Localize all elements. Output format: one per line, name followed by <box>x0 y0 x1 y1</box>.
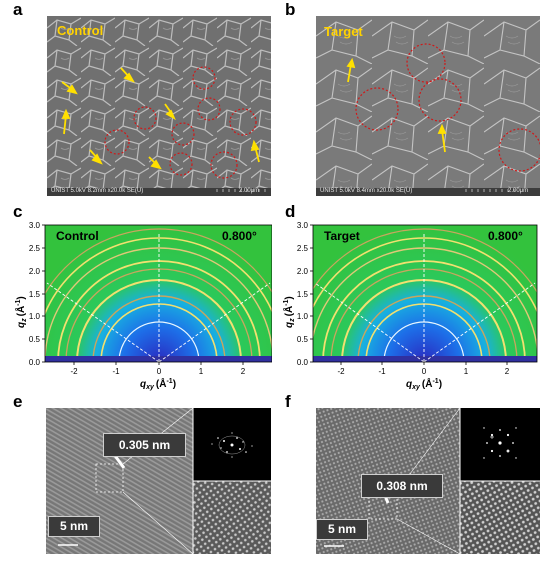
panel-label-a: a <box>13 0 23 19</box>
ytick-0: 0.0 <box>29 358 41 367</box>
giwaxs-angle-control: 0.800° <box>222 229 257 243</box>
giwaxs-title-control: Control <box>56 229 99 243</box>
panel-label-e: e <box>13 392 23 411</box>
giwaxs-target: 0.0 0.5 1.0 1.5 2.0 2.5 3.0 -2 -1 0 1 2 … <box>270 210 542 393</box>
ytick-3: 1.5 <box>297 290 309 299</box>
xtick-0: -2 <box>70 367 78 376</box>
scale-bar-label-control: 5 nm <box>48 516 100 537</box>
lattice-spacing-label-target: 0.308 nm <box>361 474 443 498</box>
ytick-4: 2.0 <box>29 267 41 276</box>
sem-footer-target: UNIST 5.0kV 8.4mm x20.0k SE(U) <box>320 188 413 194</box>
panel-label-d: d <box>285 202 296 221</box>
xtick-2: 0 <box>422 367 427 376</box>
xtick-1: -1 <box>112 367 120 376</box>
sem-title-control: Control <box>57 23 104 38</box>
panel-label-b: b <box>285 0 296 19</box>
scale-bar-label-target: 5 nm <box>316 519 368 540</box>
sem-title-target: Target <box>324 24 363 39</box>
xtick-1: -1 <box>378 367 386 376</box>
yaxis-label: qz(Å-1) <box>14 296 28 328</box>
xtick-2: 0 <box>157 367 162 376</box>
sem-footer-control: UNIST 5.0kV 8.2mm x20.0k SE(U) <box>51 188 144 194</box>
yaxis-label: qz(Å-1) <box>282 296 296 328</box>
ytick-5: 2.5 <box>29 244 41 253</box>
xtick-0: -2 <box>337 367 345 376</box>
xtick-4: 2 <box>241 367 246 376</box>
ytick-4: 2.0 <box>297 267 309 276</box>
giwaxs-plot-target: 0.0 0.5 1.0 1.5 2.0 2.5 3.0 -2 -1 0 1 2 … <box>282 221 538 391</box>
sem-image-target: Target UNIST 5.0kV 8.4mm x20.0k SE(U) 2.… <box>316 16 540 196</box>
ytick-1: 0.5 <box>29 335 41 344</box>
giwaxs-angle-target: 0.800° <box>488 229 523 243</box>
xtick-3: 1 <box>464 367 469 376</box>
ytick-5: 2.5 <box>297 244 309 253</box>
giwaxs-title-target: Target <box>324 229 360 243</box>
giwaxs-control: 0.0 0.5 1.0 1.5 2.0 2.5 3.0 -2 -1 0 1 2 … <box>0 210 273 393</box>
sem-scale-control: 2.00μm <box>239 188 260 194</box>
sem-grains-target <box>316 16 540 196</box>
sem-grains-control <box>47 16 271 196</box>
xtick-4: 2 <box>505 367 510 376</box>
ytick-2: 1.0 <box>297 312 309 321</box>
sem-image-control: Control UNIST 5.0kV 8.2mm x20.0k SE(U) 2… <box>47 16 271 196</box>
tem-image-control: 0.305 nm 5 nm <box>46 408 271 554</box>
panel-label-c: c <box>13 202 23 221</box>
xtick-3: 1 <box>199 367 204 376</box>
sem-scale-target: 2.00μm <box>508 188 529 194</box>
ytick-0: 0.0 <box>297 358 309 367</box>
ytick-2: 1.0 <box>29 312 41 321</box>
giwaxs-plot-control: 0.0 0.5 1.0 1.5 2.0 2.5 3.0 -2 -1 0 1 2 … <box>14 221 273 391</box>
panel-label-f: f <box>285 392 291 411</box>
xaxis-label: qxy (Å-1) <box>406 377 442 391</box>
ytick-6: 3.0 <box>29 221 41 230</box>
tem-image-target: 0.308 nm 5 nm <box>316 408 540 554</box>
ytick-6: 3.0 <box>297 221 309 230</box>
lattice-spacing-label-control: 0.305 nm <box>103 433 186 457</box>
ytick-1: 0.5 <box>297 335 309 344</box>
xaxis-label: qxy (Å-1) <box>140 377 176 391</box>
ytick-3: 1.5 <box>29 290 41 299</box>
